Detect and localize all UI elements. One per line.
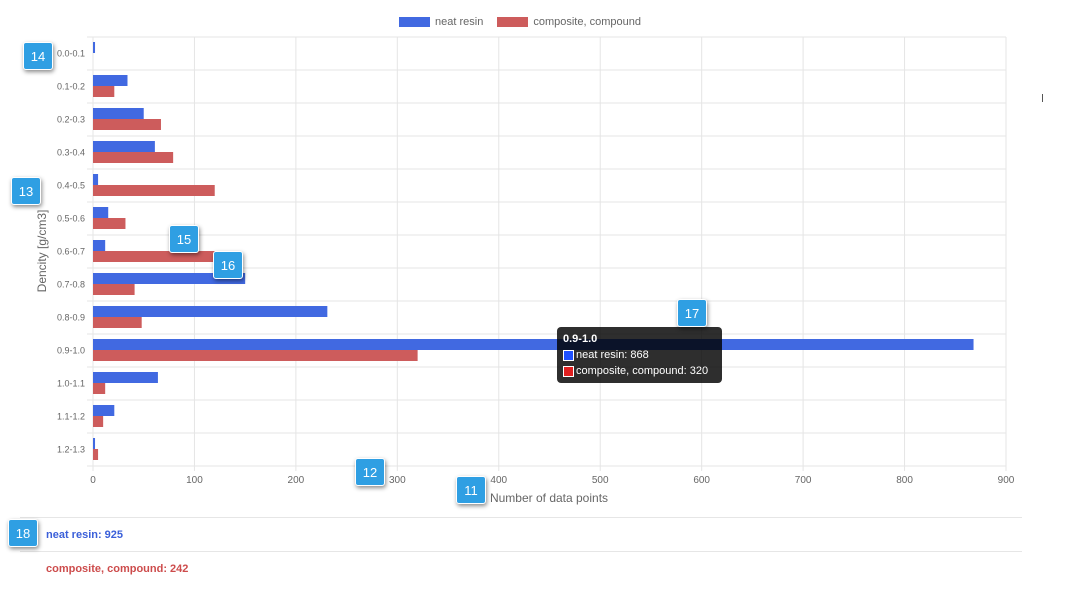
marker-badge-16: 16: [213, 251, 243, 279]
x-tick-label: 100: [186, 475, 203, 486]
y-tick-label: 0.8-0.9: [57, 313, 85, 323]
tooltip-text-neat-resin: neat resin: 868: [576, 349, 649, 361]
bar[interactable]: [93, 240, 106, 251]
bar[interactable]: [93, 251, 215, 262]
marker-badge-11: 11: [456, 476, 486, 504]
bar[interactable]: [93, 405, 115, 416]
y-tick-label: 0.6-0.7: [57, 247, 85, 257]
y-tick-label: 0.7-0.8: [57, 280, 85, 290]
y-axis-title: Dencity [g/cm3]: [35, 209, 49, 293]
x-tick-label: 700: [795, 475, 812, 486]
bar[interactable]: [93, 449, 99, 460]
x-tick-label: 400: [490, 475, 507, 486]
tooltip-swatch-neat-resin: [563, 349, 574, 361]
legend: neat resin composite, compound: [0, 16, 1040, 28]
marker-badge-15: 15: [169, 225, 199, 253]
legend-item-composite[interactable]: composite, compound: [497, 16, 641, 28]
x-tick-label: 300: [389, 475, 406, 486]
bar[interactable]: [93, 152, 174, 163]
bar[interactable]: [93, 141, 155, 152]
marker-badge-14: 14: [23, 42, 53, 70]
y-tick-label: 0.3-0.4: [57, 148, 85, 158]
y-tick-label: 0.5-0.6: [57, 214, 85, 224]
marker-badge-12: 12: [355, 458, 385, 486]
tooltip-swatch-composite: [563, 365, 574, 377]
x-tick-label: 0: [90, 475, 96, 486]
summary-neat-resin: neat resin: 925: [46, 529, 124, 541]
bar[interactable]: [93, 42, 96, 53]
marker-badge-18: 18: [8, 519, 38, 547]
bar[interactable]: [93, 284, 135, 295]
tick-labels: 0 100 200 300 400 500 600 700 800 900 0.0-0.1 0.1-0…: [57, 49, 1015, 487]
text-cursor-icon: [1042, 94, 1043, 102]
tooltip-text-composite: composite, compound: 320: [576, 365, 709, 377]
summary-composite: composite, compound: 242: [46, 563, 189, 575]
legend-item-neat-resin[interactable]: neat resin: [399, 16, 483, 28]
bar[interactable]: [93, 218, 126, 229]
bar[interactable]: [93, 350, 418, 361]
x-tick-label: 600: [693, 475, 710, 486]
bar[interactable]: [93, 372, 158, 383]
bar[interactable]: [93, 438, 96, 449]
grid-lines: [87, 36, 1007, 471]
legend-label-composite: composite, compound: [533, 16, 641, 28]
y-tick-label: 0.4-0.5: [57, 181, 85, 191]
x-tick-label: 500: [592, 475, 609, 486]
bar[interactable]: [93, 185, 215, 196]
legend-label-neat-resin: neat resin: [435, 16, 484, 28]
y-tick-label: 1.2-1.3: [57, 445, 85, 455]
bar[interactable]: [93, 119, 161, 130]
marker-badge-13: 13: [11, 177, 41, 205]
tooltip-row-composite: composite, compound: 320: [563, 363, 717, 379]
y-tick-label: 0.2-0.3: [57, 115, 85, 125]
bar[interactable]: [93, 273, 246, 284]
x-tick-label: 200: [288, 475, 305, 486]
bar[interactable]: [93, 108, 144, 119]
legend-swatch-neat-resin: [399, 17, 431, 27]
summary-divider-top: [20, 517, 1022, 518]
summary-divider-bottom: [20, 551, 1022, 552]
y-tick-label: 1.1-1.2: [57, 412, 85, 422]
bar[interactable]: [93, 416, 104, 427]
x-tick-label: 900: [998, 475, 1015, 486]
bar[interactable]: [93, 317, 142, 328]
y-tick-label: 1.0-1.1: [57, 379, 85, 389]
tooltip-title: 0.9-1.0: [563, 333, 598, 345]
bar[interactable]: [93, 339, 974, 350]
bar[interactable]: [93, 86, 115, 97]
bar[interactable]: [93, 75, 128, 86]
bar[interactable]: [93, 383, 106, 394]
x-axis-title: Number of data points: [489, 491, 609, 505]
bar[interactable]: [93, 306, 328, 317]
legend-swatch-composite: [497, 17, 529, 27]
y-tick-label: 0.1-0.2: [57, 82, 85, 92]
bar[interactable]: [93, 207, 109, 218]
chart-tooltip: 0.9-1.0 neat resin: 868 composite, compo…: [557, 327, 722, 383]
y-tick-label: 0.9-1.0: [57, 346, 85, 356]
y-tick-label: 0.0-0.1: [57, 49, 85, 59]
x-tick-label: 800: [896, 475, 913, 486]
bars: [93, 42, 974, 460]
tooltip-row-neat-resin: neat resin: 868: [563, 347, 717, 363]
bar[interactable]: [93, 174, 99, 185]
marker-badge-17: 17: [677, 299, 707, 327]
